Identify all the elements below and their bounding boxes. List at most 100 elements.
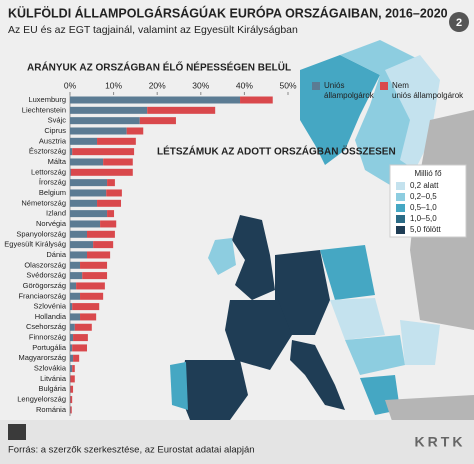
bar-segment <box>97 199 122 207</box>
map-legend-swatch <box>396 204 405 212</box>
map-legend-swatch <box>396 193 405 201</box>
bar-segment <box>70 220 101 228</box>
y-tick-label: Írország <box>39 178 66 187</box>
y-tick-label: Szlovénia <box>33 302 66 311</box>
bar-segment <box>72 303 100 311</box>
bar-segment <box>80 261 108 269</box>
bar-segment <box>139 117 176 125</box>
map <box>170 40 474 430</box>
bar-segment <box>100 220 117 228</box>
y-tick-label: Norvégia <box>36 219 67 228</box>
bar-segment <box>70 261 81 269</box>
x-tick-label: 0% <box>64 80 77 90</box>
bar-segment <box>70 282 77 290</box>
map-legend-title: Millió fő <box>414 169 442 178</box>
map-land <box>275 250 330 335</box>
logo: KRTK <box>415 434 466 450</box>
bar-segment <box>70 406 72 414</box>
y-tick-label: Izland <box>46 209 66 218</box>
bar-segment <box>74 323 92 331</box>
map-land <box>400 320 440 365</box>
legend-swatch <box>380 82 388 90</box>
bar-segment <box>73 334 88 342</box>
x-tick-label: 20% <box>149 80 166 90</box>
subtitle: Az EU és az EGT tagjainál, valamint az E… <box>8 24 298 36</box>
y-tick-label: Szlovákia <box>34 364 67 373</box>
map-land <box>170 362 188 410</box>
legend-label-line: uniós állampolgárok <box>392 91 464 100</box>
map-title: LÉTSZÁMUK AZ ADOTT ORSZÁGBAN ÖSSZESEN <box>157 145 396 158</box>
map-land <box>330 298 385 340</box>
bar-segment <box>70 334 74 342</box>
bar-segment <box>97 137 136 145</box>
map-legend-label: 1,0–5,0 <box>410 214 437 223</box>
bar-segment <box>103 158 133 166</box>
page-badge <box>449 12 469 32</box>
map-land <box>320 245 375 300</box>
legend-swatch <box>312 82 320 90</box>
bar-segment <box>80 292 104 300</box>
bar-segment <box>93 241 114 249</box>
map-legend-label: 0,2 alatt <box>410 181 439 190</box>
bar-segment <box>70 168 133 176</box>
bar-segment <box>70 313 81 321</box>
y-tick-label: Svájc <box>48 116 67 125</box>
bar-segment <box>70 127 127 135</box>
y-tick-label: Litvánia <box>40 374 67 383</box>
y-tick-label: Románia <box>36 405 67 414</box>
legend-label: Nem uniós állampolgárok <box>392 81 464 100</box>
bar-segment <box>70 292 81 300</box>
y-tick-label: Franciaország <box>18 291 66 300</box>
y-tick-label: Csehország <box>26 322 66 331</box>
bar-segment <box>87 251 111 259</box>
legend-label-line: állampolgárok <box>324 91 375 100</box>
map-land <box>208 238 236 275</box>
bar-segment <box>87 230 115 238</box>
bar-segment <box>106 189 122 197</box>
bar-segment <box>126 127 144 135</box>
bar-segment <box>72 344 88 352</box>
y-tick-label: Egyesült Királyság <box>4 240 66 249</box>
bar-segment <box>70 210 108 218</box>
y-tick-label: Lengyelország <box>17 395 66 404</box>
bar-segment <box>70 168 71 176</box>
bar-segment <box>70 230 88 238</box>
map-legend-swatch <box>396 215 405 223</box>
page-number: 2 <box>456 17 462 29</box>
bar-segment <box>70 179 108 187</box>
bar-segment <box>240 96 273 104</box>
bar-segment <box>70 396 73 404</box>
bar-segment <box>70 189 107 197</box>
bar-segment <box>70 241 94 249</box>
x-tick-label: 50% <box>279 80 296 90</box>
y-tick-label: Lettország <box>31 167 66 176</box>
y-tick-label: Olaszország <box>24 260 66 269</box>
bar-segment <box>73 354 80 362</box>
bar-segment <box>70 375 75 383</box>
title: KÜLFÖLDI ÁLLAMPOLGÁRSÁGÚAK EURÓPA ORSZÁG… <box>8 5 448 20</box>
bar-segment <box>107 179 115 187</box>
bar-segment <box>147 106 216 114</box>
bar-segment <box>70 106 148 114</box>
y-tick-label: Spanyolország <box>16 229 66 238</box>
y-tick-label: Portugália <box>32 343 67 352</box>
bar-segment <box>76 282 105 290</box>
y-tick-label: Liechtenstein <box>22 105 66 114</box>
y-tick-label: Ciprus <box>44 126 66 135</box>
y-tick-label: Magyarország <box>18 353 66 362</box>
bar-segment <box>70 251 88 259</box>
y-tick-label: Belgium <box>39 188 66 197</box>
y-tick-label: Észtország <box>29 147 66 156</box>
bar-segment <box>107 210 115 218</box>
y-tick-label: Hollandia <box>35 312 67 321</box>
bar-segment <box>70 158 104 166</box>
footer-icon <box>8 424 26 440</box>
map-legend-swatch <box>396 182 405 190</box>
map-legend-label: 5,0 fölött <box>410 225 441 234</box>
y-tick-label: Németország <box>21 198 66 207</box>
bar-segment <box>70 365 73 373</box>
bar-segment <box>80 313 97 321</box>
y-tick-label: Görögország <box>23 281 66 290</box>
bar-segment <box>70 303 73 311</box>
